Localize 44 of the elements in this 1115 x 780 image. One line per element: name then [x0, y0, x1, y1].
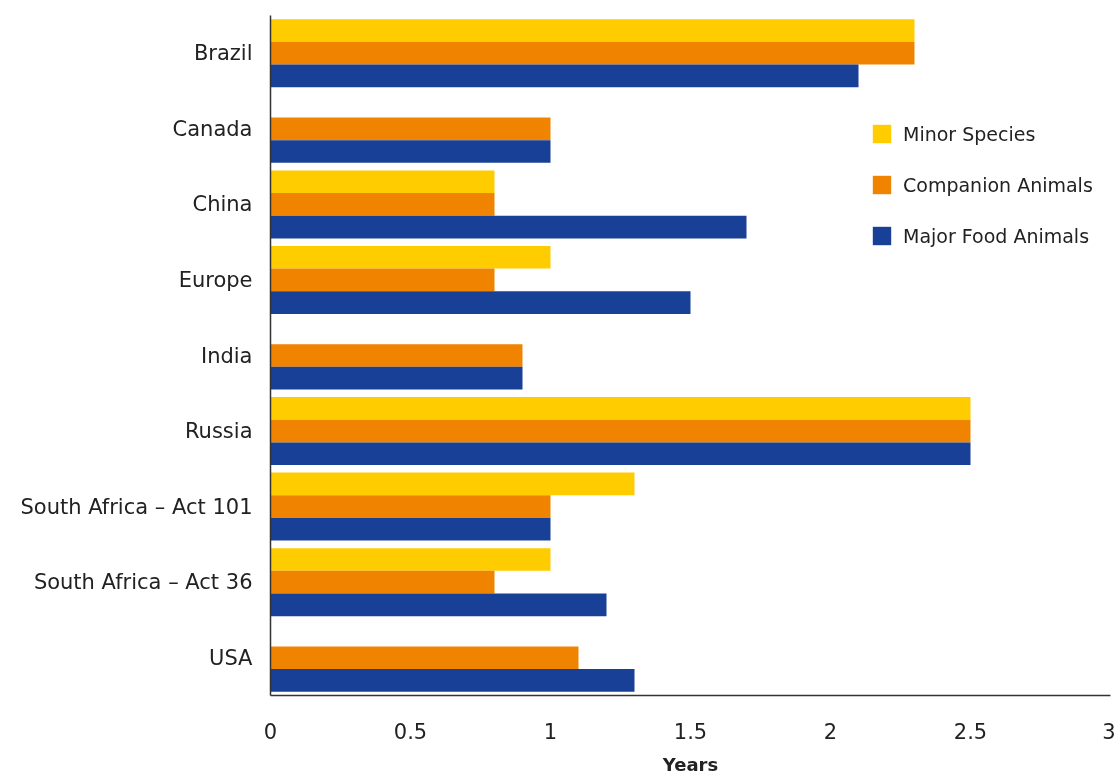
x-axis-title: Years	[661, 753, 719, 775]
bar	[270, 442, 971, 466]
legend-label: Companion Animals	[903, 173, 1093, 196]
bar	[270, 517, 551, 541]
x-tick-label: 2.5	[953, 719, 988, 744]
bar	[270, 548, 551, 571]
bar	[270, 495, 551, 518]
bar	[270, 291, 691, 314]
bar	[270, 170, 495, 194]
x-tick-label: 1.5	[673, 719, 708, 744]
y-tick-label: Russia	[184, 419, 253, 444]
bar	[270, 419, 971, 443]
y-tick-label: USA	[209, 645, 254, 670]
bar	[270, 245, 551, 269]
x-tick-label: 0.5	[393, 719, 428, 744]
y-tick-label: South Africa – Act 101	[20, 494, 253, 519]
bar	[270, 397, 971, 420]
bar	[270, 268, 495, 292]
legend-label: Major Food Animals	[903, 224, 1090, 247]
x-tick-label: 2	[823, 719, 838, 744]
bar	[270, 41, 915, 65]
legend-label: Minor Species	[903, 122, 1036, 145]
bar	[270, 593, 607, 617]
bar	[270, 669, 635, 692]
y-tick-label: Canada	[172, 116, 253, 141]
y-tick-label: Brazil	[193, 41, 253, 66]
bar	[270, 193, 495, 216]
x-tick-label: 3	[1102, 719, 1115, 744]
bar	[270, 570, 495, 594]
y-tick-label: China	[192, 192, 253, 217]
bar	[270, 646, 579, 670]
bar	[270, 344, 523, 367]
y-tick-label: South Africa – Act 36	[33, 570, 253, 595]
bar	[270, 19, 915, 42]
bar	[270, 215, 747, 239]
bar	[270, 366, 523, 390]
x-tick-label: 1	[543, 719, 558, 744]
bar	[270, 64, 859, 88]
x-tick-label: 0	[263, 719, 278, 744]
y-tick-label: India	[200, 343, 253, 368]
bar	[270, 472, 635, 496]
y-tick-label: Europe	[178, 267, 253, 292]
bar	[270, 117, 551, 141]
bar	[270, 140, 551, 163]
